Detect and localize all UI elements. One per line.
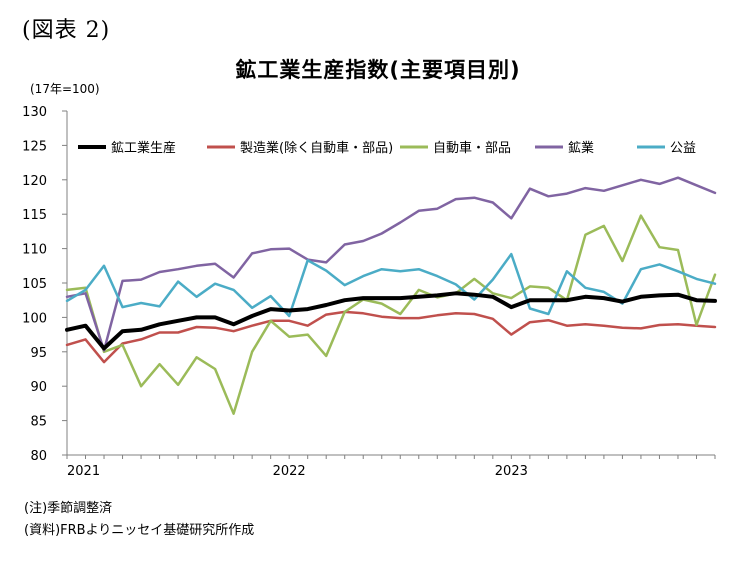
note-source: (資料)FRBよりニッセイ基礎研究所作成 — [24, 523, 255, 538]
y-tick-label: 130 — [22, 105, 47, 120]
unit-label: (17年=100) — [30, 82, 100, 96]
chart-series-lines — [65, 176, 717, 415]
notes-block: (注)季節調整済 (資料)FRBよりニッセイ基礎研究所作成 — [24, 498, 254, 542]
legend-label-1: 製造業(除く自動車・部品) — [240, 140, 393, 156]
x-tick-label: 2023 — [495, 464, 528, 479]
y-tick-label: 115 — [22, 208, 47, 223]
figure-label: (図表 2) — [22, 18, 111, 43]
series-line-1 — [65, 310, 717, 364]
chart-legend: 鉱工業生産 製造業(除く自動車・部品) 自動車・部品 鉱業 公益 — [78, 140, 696, 156]
y-tick-label: 95 — [30, 346, 47, 361]
legend-label-3: 鉱業 — [568, 140, 594, 156]
y-tick-label: 110 — [22, 243, 47, 258]
y-tick-label: 100 — [22, 311, 47, 326]
chart-axes: 80 85 90 95 100 105 110 115 120 125 130 2021 2022 202… — [22, 105, 716, 479]
legend-label-0: 鉱工業生産 — [111, 140, 176, 156]
x-tick-label: 2022 — [273, 464, 306, 479]
y-tick-label: 80 — [30, 449, 47, 464]
series-line-0 — [65, 291, 717, 351]
note-seasonal: (注)季節調整済 — [24, 501, 113, 516]
series-line-2 — [65, 214, 717, 415]
y-tick-label: 120 — [22, 174, 47, 189]
legend-label-2: 自動車・部品 — [433, 141, 511, 156]
x-tick-label: 2021 — [67, 464, 100, 479]
legend-label-4: 公益 — [670, 141, 696, 156]
y-tick-label: 125 — [22, 139, 47, 154]
series-line-4 — [65, 252, 717, 318]
series-line-3 — [65, 176, 717, 352]
y-tick-label: 85 — [30, 415, 47, 430]
chart-title: 鉱工業生産指数(主要項目別) — [235, 58, 521, 82]
y-tick-label: 105 — [22, 277, 47, 292]
y-tick-label: 90 — [30, 380, 47, 395]
